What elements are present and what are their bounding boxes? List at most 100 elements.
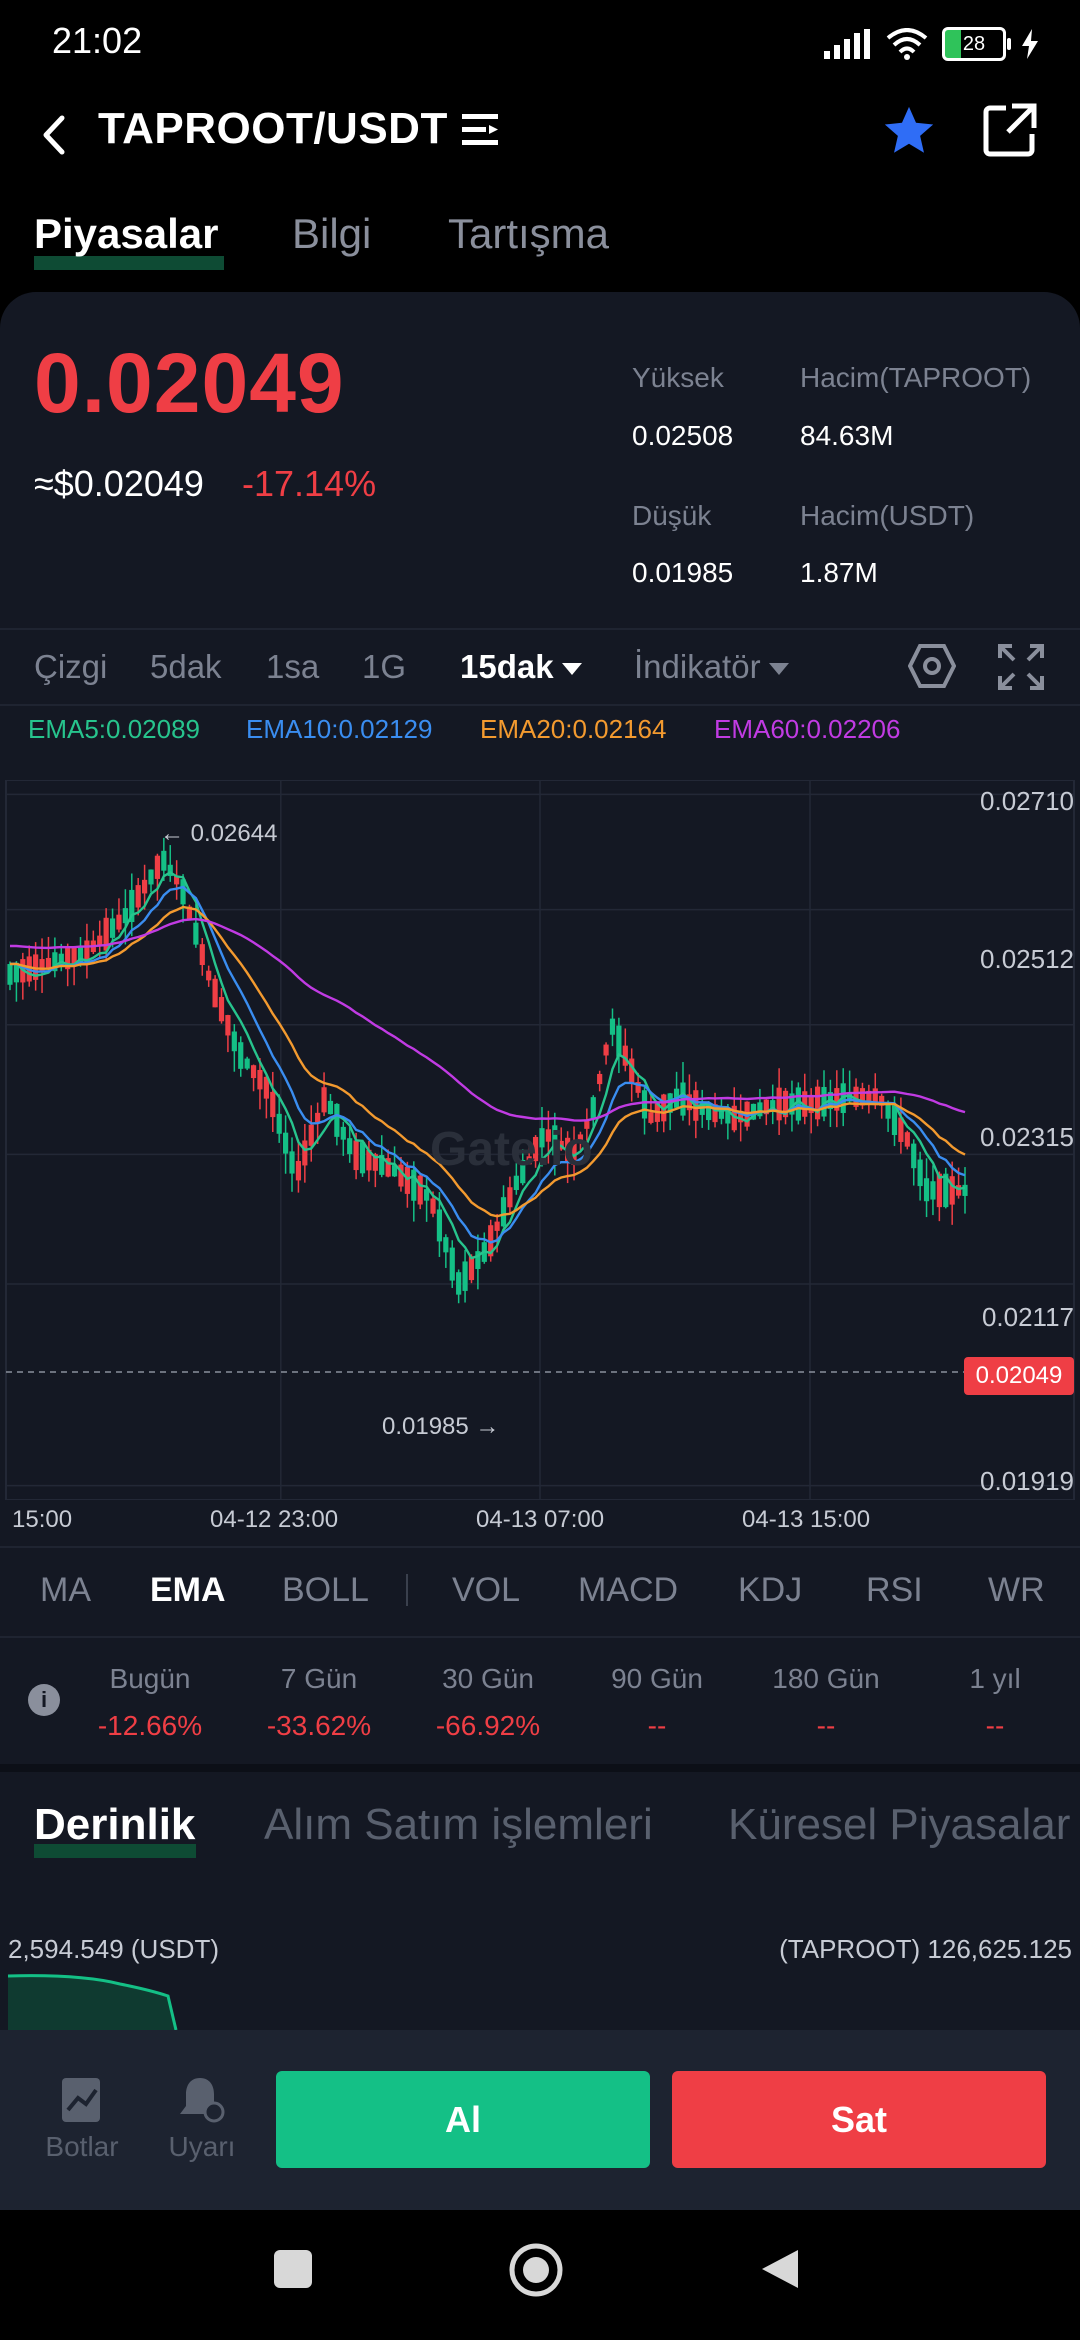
candle-body xyxy=(911,1143,917,1169)
pair-title[interactable]: TAPROOT/USDT xyxy=(98,104,448,153)
period-value: -- xyxy=(985,1710,1005,1741)
candle-body xyxy=(148,869,154,885)
candle-body xyxy=(212,978,218,1008)
y-tick: 0.01919 xyxy=(980,1466,1074,1496)
candle-body xyxy=(616,1025,622,1057)
bots-button[interactable]: Botlar xyxy=(40,2074,124,2163)
candle-body xyxy=(879,1095,885,1106)
depth-ask-total: (TAPROOT) 126,625.125 xyxy=(779,1934,1072,1964)
divider xyxy=(0,704,1080,706)
depth-tab-underline xyxy=(34,1844,196,1858)
candle-body xyxy=(603,1044,609,1056)
candle-body xyxy=(109,918,116,938)
indicator-tab-wr[interactable]: WR xyxy=(988,1571,1045,1609)
candle-body xyxy=(456,1272,462,1295)
tab-global-markets[interactable]: Küresel Piyasalar xyxy=(728,1800,1071,1849)
indicator-tab-macd[interactable]: MACD xyxy=(578,1571,679,1609)
interval-5m[interactable]: 5dak xyxy=(150,648,222,685)
candle-body xyxy=(225,1015,231,1036)
indicator-tab-ema[interactable]: EMA xyxy=(150,1571,226,1609)
tab-markets[interactable]: Piyasalar xyxy=(34,210,219,257)
period-label: 30 Gün xyxy=(442,1663,534,1694)
candle-body xyxy=(193,922,199,945)
candle-body xyxy=(712,1104,718,1123)
back-nav-icon[interactable] xyxy=(758,2246,802,2292)
candle-body xyxy=(404,1166,410,1194)
buy-button[interactable]: Al xyxy=(276,2071,650,2168)
interval-1d[interactable]: 1G xyxy=(362,648,407,685)
candle-body xyxy=(180,879,186,905)
candle-body xyxy=(795,1087,801,1121)
high-label: Yüksek xyxy=(632,362,724,393)
candle-body xyxy=(898,1117,904,1142)
volume-quote-value: 1.87M xyxy=(800,557,878,588)
info-icon[interactable]: i xyxy=(28,1684,60,1716)
candle-body xyxy=(597,1073,603,1085)
indicator-label: İndikatör xyxy=(634,648,761,685)
candle-body xyxy=(116,914,122,930)
candle-body xyxy=(327,1100,334,1115)
candle-body xyxy=(834,1088,840,1111)
candle-body xyxy=(359,1142,366,1174)
ema-line-ema5 xyxy=(9,870,966,1260)
interval-line[interactable]: Çizgi xyxy=(34,648,108,685)
low-value: 0.01985 xyxy=(632,557,734,588)
period-value: -33.62% xyxy=(266,1710,372,1741)
candle-body xyxy=(71,947,77,965)
x-tick: 04-13 07:00 xyxy=(476,1506,605,1533)
open-external-icon[interactable] xyxy=(982,102,1038,158)
candle-body xyxy=(770,1100,776,1109)
candle-body xyxy=(917,1159,923,1187)
candle-body xyxy=(552,1125,558,1156)
interval-15m-dropdown[interactable]: 15dak xyxy=(460,648,582,686)
tab-depth[interactable]: Derinlik xyxy=(34,1800,196,1849)
candle-body xyxy=(930,1181,936,1200)
candle-body xyxy=(814,1086,821,1120)
indicator-tab-rsi[interactable]: RSI xyxy=(866,1571,923,1609)
home-icon[interactable] xyxy=(508,2242,564,2298)
period-value: -- xyxy=(816,1710,836,1741)
volume-base-value: 84.63M xyxy=(800,420,894,451)
recent-apps-icon[interactable] xyxy=(272,2248,314,2290)
candle-body xyxy=(398,1164,404,1187)
interval-1h[interactable]: 1sa xyxy=(266,648,320,685)
tab-discussion[interactable]: Tartışma xyxy=(448,210,610,257)
candle-body xyxy=(103,917,109,951)
status-icons: 28 xyxy=(824,24,1040,64)
fullscreen-icon[interactable] xyxy=(998,644,1044,690)
candle-body xyxy=(449,1247,455,1281)
candle-body xyxy=(443,1237,449,1253)
candle-body xyxy=(782,1090,789,1118)
indicator-tab-ma[interactable]: MA xyxy=(40,1571,91,1609)
last-price: 0.02049 xyxy=(34,336,345,430)
candle-body xyxy=(962,1184,968,1196)
back-icon[interactable] xyxy=(34,110,74,160)
usd-price: ≈$0.02049 xyxy=(34,463,204,504)
chart-settings-icon[interactable] xyxy=(908,644,956,688)
tab-info[interactable]: Bilgi xyxy=(292,210,372,257)
candle-body xyxy=(757,1102,763,1117)
y-tick: 0.02710 xyxy=(980,786,1074,816)
candle-body xyxy=(436,1209,443,1242)
candle-body xyxy=(462,1261,468,1291)
candle-body xyxy=(302,1140,308,1166)
pair-menu-icon[interactable] xyxy=(462,112,500,148)
alerts-button[interactable]: Uyarı xyxy=(160,2074,244,2163)
candle-body xyxy=(923,1178,930,1202)
candle-body xyxy=(577,1134,584,1143)
favorite-star-icon[interactable] xyxy=(880,102,938,160)
candlestick-chart[interactable] xyxy=(0,780,1080,1500)
indicator-tab-boll[interactable]: BOLL xyxy=(282,1571,369,1609)
indicator-tab-vol[interactable]: VOL xyxy=(452,1571,521,1609)
candle-body xyxy=(872,1088,878,1106)
tab-trades[interactable]: Alım Satım işlemleri xyxy=(264,1800,653,1849)
sell-button[interactable]: Sat xyxy=(672,2071,1046,2168)
last-price-tag: 0.02049 xyxy=(964,1357,1074,1395)
candle-body xyxy=(231,1031,237,1052)
candle-body xyxy=(276,1113,282,1134)
indicator-tab-kdj[interactable]: KDJ xyxy=(738,1571,803,1609)
candle-body xyxy=(513,1175,519,1191)
candle-body xyxy=(641,1090,648,1119)
candle-body xyxy=(539,1128,545,1148)
indicator-dropdown[interactable]: İndikatör xyxy=(634,648,789,686)
